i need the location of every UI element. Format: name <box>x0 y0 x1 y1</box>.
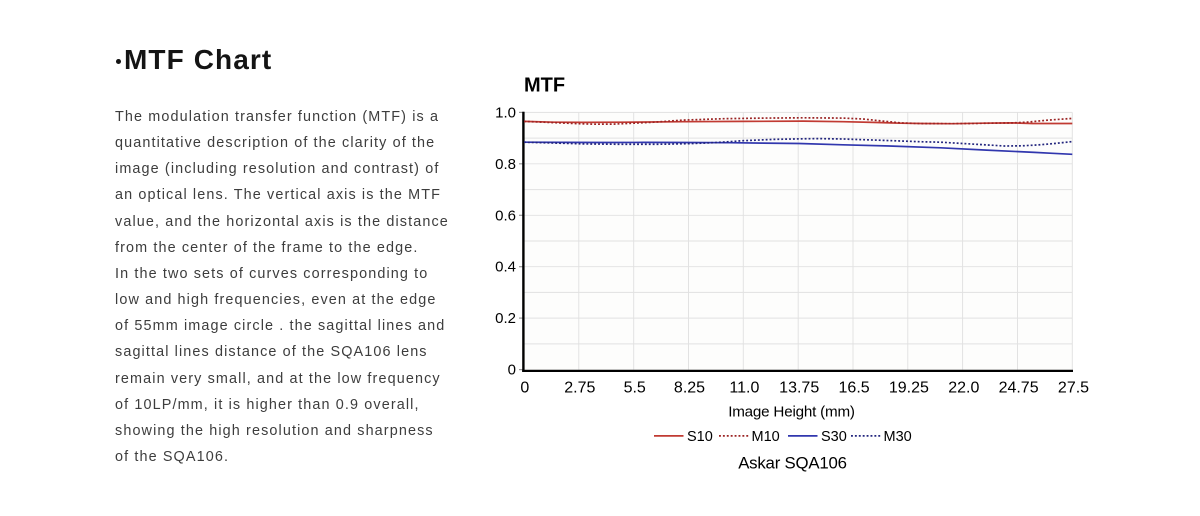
svg-text:24.75: 24.75 <box>999 380 1039 397</box>
svg-text:0: 0 <box>520 380 529 397</box>
svg-text:0.8: 0.8 <box>495 156 516 173</box>
svg-text:0.4: 0.4 <box>495 259 516 276</box>
svg-text:1.0: 1.0 <box>495 104 516 121</box>
svg-text:19.25: 19.25 <box>889 380 929 397</box>
svg-text:M10: M10 <box>752 429 780 445</box>
svg-text:MTF: MTF <box>524 75 565 97</box>
svg-text:13.75: 13.75 <box>779 380 819 397</box>
svg-text:27.5: 27.5 <box>1058 380 1089 397</box>
svg-text:2.75: 2.75 <box>564 380 595 397</box>
svg-text:16.5: 16.5 <box>839 380 870 397</box>
svg-text:11.0: 11.0 <box>729 380 759 397</box>
svg-text:S10: S10 <box>687 429 713 445</box>
svg-text:0.6: 0.6 <box>495 207 516 224</box>
svg-text:0.2: 0.2 <box>495 310 516 327</box>
svg-text:M30: M30 <box>884 429 912 445</box>
svg-text:Askar SQA106: Askar SQA106 <box>738 454 847 473</box>
svg-text:22.0: 22.0 <box>948 380 979 397</box>
svg-text:S30: S30 <box>821 429 847 445</box>
svg-text:8.25: 8.25 <box>674 380 705 397</box>
svg-text:5.5: 5.5 <box>624 380 646 397</box>
svg-text:Image Height (mm): Image Height (mm) <box>728 403 855 420</box>
svg-text:0: 0 <box>508 362 516 379</box>
